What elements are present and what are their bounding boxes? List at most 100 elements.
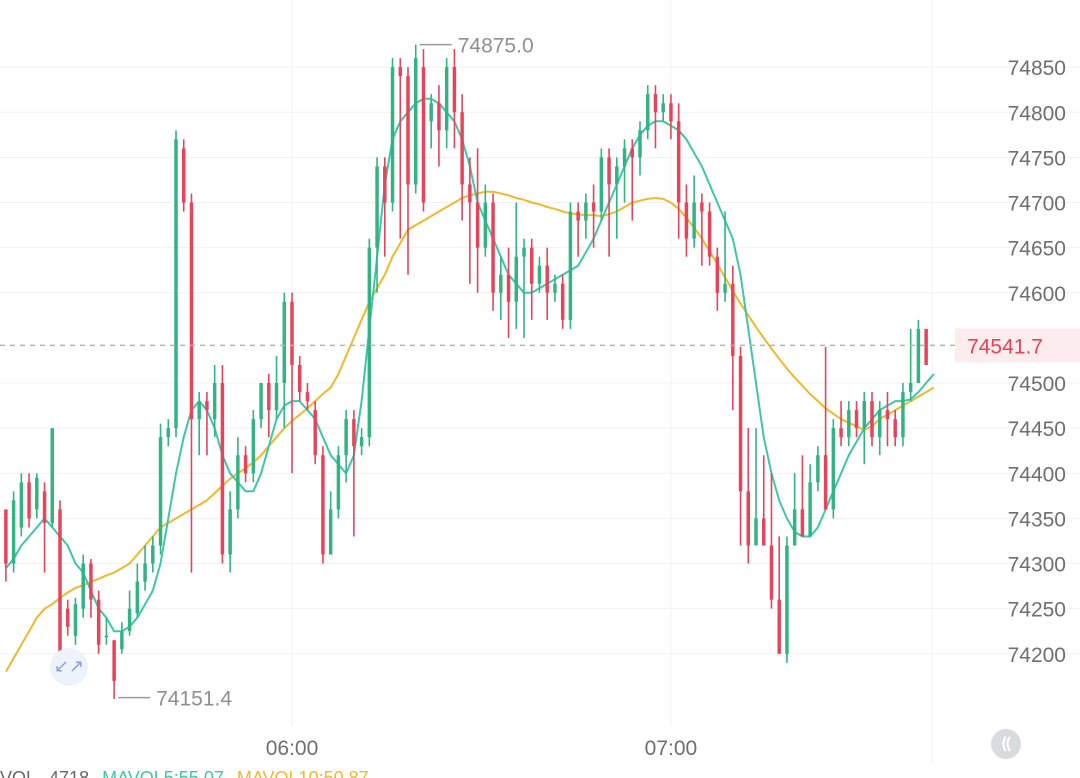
candle-body <box>89 563 93 600</box>
candle <box>42 482 47 573</box>
candle <box>352 410 356 537</box>
candle-body <box>65 608 70 627</box>
candle-body <box>785 545 789 654</box>
candle <box>236 437 240 519</box>
candle-body <box>383 166 387 203</box>
candle <box>823 346 828 510</box>
x-tick-label: 07:00 <box>645 737 698 760</box>
candle-body <box>584 202 588 221</box>
candle <box>421 49 426 212</box>
candle-body <box>800 509 805 537</box>
candle-body <box>228 509 232 555</box>
candle-body <box>638 130 642 158</box>
candle-body <box>19 482 24 528</box>
candle <box>228 491 232 573</box>
candle <box>715 247 720 311</box>
current-price-badge <box>955 328 1080 363</box>
candle-body <box>653 94 658 113</box>
candle <box>212 364 217 438</box>
candle-body <box>81 563 85 609</box>
candle <box>444 58 449 149</box>
candle-body <box>282 301 287 384</box>
candle <box>893 410 897 447</box>
vol-value: 4718 <box>49 768 90 778</box>
candle-body <box>243 455 248 474</box>
candle <box>908 328 913 402</box>
candle-body <box>630 148 635 158</box>
candle <box>127 590 132 636</box>
candle <box>738 346 743 546</box>
candle-body <box>847 410 851 438</box>
overlay-layer: 74541.7 74875.0 74151.4 <box>0 35 1080 711</box>
candle-body <box>73 604 78 636</box>
candle-body <box>483 202 488 248</box>
candle-body <box>560 283 565 320</box>
expand-chart-button[interactable]: ↙↗ <box>50 648 88 686</box>
candle <box>901 383 905 447</box>
candle-body <box>491 202 495 293</box>
candle-body <box>615 166 619 185</box>
candle-body <box>96 599 101 645</box>
low-marker-label: 74151.4 <box>156 688 232 711</box>
candle-body <box>336 455 341 510</box>
candle <box>189 193 194 573</box>
candle <box>359 428 364 456</box>
candle-body <box>684 202 689 239</box>
candle-body <box>669 103 673 122</box>
collapse-panel-button[interactable]: ⟪ <box>991 729 1021 759</box>
candle <box>282 292 287 429</box>
candle-body <box>127 608 132 632</box>
candle-body <box>576 211 580 221</box>
y-tick-label: 74350 <box>1008 508 1066 531</box>
candle-body <box>413 58 418 185</box>
candle-body <box>11 500 16 564</box>
candle-body <box>27 482 31 519</box>
candle <box>19 473 24 537</box>
candle <box>475 148 480 293</box>
candle-body <box>58 509 62 654</box>
candle <box>321 446 325 564</box>
candle <box>406 67 410 275</box>
candle-body <box>398 67 403 77</box>
candle-body <box>297 364 302 393</box>
candle <box>305 383 310 411</box>
candle <box>870 392 874 447</box>
candle <box>290 292 294 474</box>
candle <box>205 392 209 456</box>
candle <box>274 355 279 420</box>
candle-body <box>35 477 39 510</box>
candle <box>220 364 225 564</box>
candle-body <box>831 428 836 510</box>
candle <box>259 383 263 429</box>
candle <box>452 49 457 149</box>
candle <box>166 419 171 447</box>
y-tick-label: 74800 <box>1008 102 1066 125</box>
candle <box>568 202 573 329</box>
candle <box>158 423 163 555</box>
candle-body <box>746 491 751 546</box>
mavol10-label: MAVOL10:50.87 <box>236 768 369 778</box>
candle <box>522 238 526 338</box>
candle-body <box>460 112 464 185</box>
candle-body <box>42 491 47 523</box>
candle-body <box>120 631 124 650</box>
candle-body <box>151 545 155 564</box>
candle <box>383 157 387 257</box>
y-tick-label: 74700 <box>1008 193 1066 216</box>
candle <box>112 640 116 699</box>
candle-body <box>174 139 178 429</box>
candle-body <box>158 437 163 546</box>
candle-body <box>537 265 542 284</box>
candle <box>65 599 70 636</box>
candle <box>816 446 820 492</box>
y-tick-label: 74450 <box>1008 418 1066 441</box>
candle <box>792 473 797 546</box>
candle <box>437 85 441 167</box>
candle <box>591 184 596 248</box>
candle-body <box>661 103 665 113</box>
y-tick-label: 74750 <box>1008 147 1066 170</box>
candle <box>607 148 611 257</box>
candle <box>800 455 805 537</box>
candle-body <box>715 256 720 293</box>
